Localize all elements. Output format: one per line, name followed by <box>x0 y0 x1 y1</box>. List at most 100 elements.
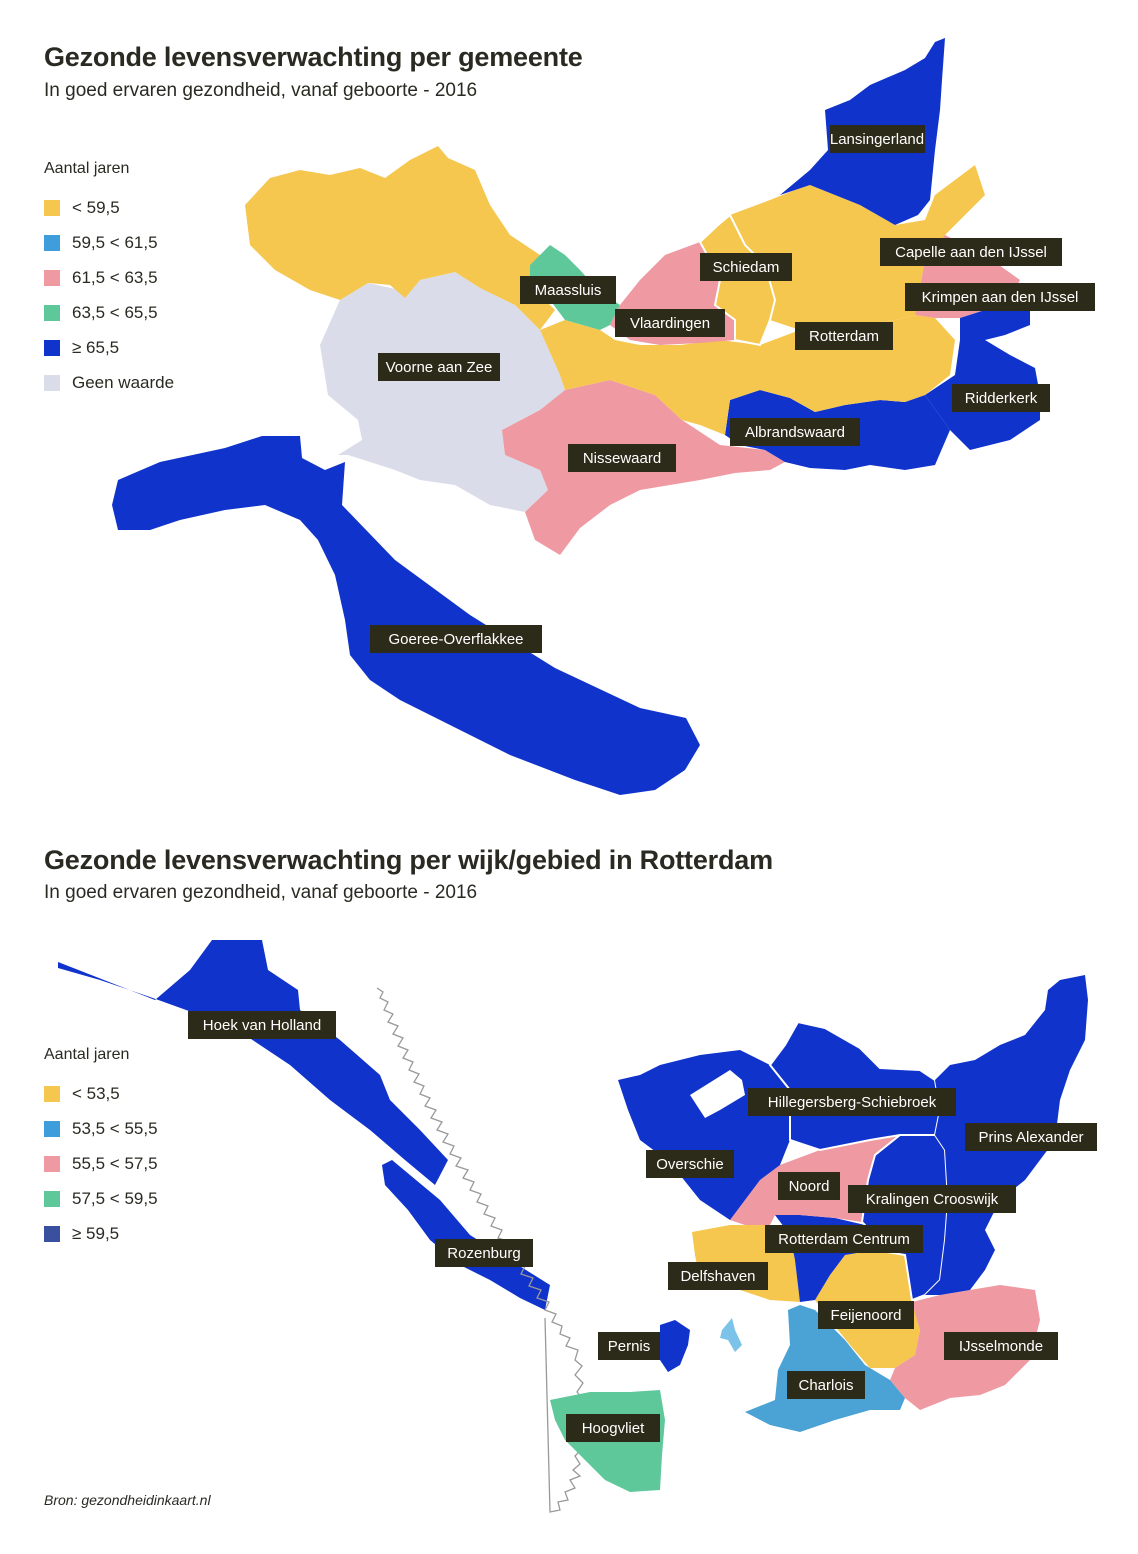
label-rotterdam-centrum: Rotterdam Centrum <box>765 1225 923 1253</box>
map1-subtitle: In goed ervaren gezondheid, vanaf geboor… <box>44 80 478 101</box>
legend-label: 57,5 < 59,5 <box>72 1188 158 1208</box>
svg-text:Capelle aan den IJssel: Capelle aan den IJssel <box>895 244 1047 261</box>
map1-legend-title: Aantal jaren <box>44 160 130 177</box>
region-overschie[interactable] <box>618 1050 790 1220</box>
svg-text:Schiedam: Schiedam <box>713 259 780 276</box>
region-rozenburg[interactable] <box>382 1160 550 1310</box>
label-noord: Noord <box>778 1172 840 1200</box>
source-note: Bron: gezondheidinkaart.nl <box>44 1492 211 1508</box>
overschie-inner <box>690 1070 745 1118</box>
region-pernis[interactable] <box>660 1320 690 1372</box>
legend-swatch <box>44 269 60 286</box>
map2-title: Gezonde levensverwachting per wijk/gebie… <box>44 845 773 875</box>
svg-text:Nissewaard: Nissewaard <box>583 450 661 467</box>
region-goeree-overflakkee[interactable] <box>112 436 700 795</box>
water-feature <box>720 1318 742 1352</box>
svg-text:Noord: Noord <box>789 1178 830 1195</box>
svg-text:Rotterdam Centrum: Rotterdam Centrum <box>778 1231 910 1248</box>
label-hoogvliet: Hoogvliet <box>566 1414 660 1442</box>
map1-title: Gezonde levensverwachting per gemeente <box>44 42 583 72</box>
legend-label: 53,5 < 55,5 <box>72 1118 158 1138</box>
svg-text:Voorne aan Zee: Voorne aan Zee <box>386 359 493 376</box>
label-prins-alexander: Prins Alexander <box>965 1123 1097 1151</box>
legend-swatch <box>44 1120 60 1137</box>
label-rozenburg: Rozenburg <box>435 1239 533 1267</box>
label-maassluis: Maassluis <box>520 276 616 304</box>
label-ijsselmonde: IJsselmonde <box>944 1332 1058 1360</box>
legend-label: 61,5 < 63,5 <box>72 267 158 287</box>
map2-legend: Aantal jaren < 53,5 53,5 < 55,5 55,5 < 5… <box>44 1046 158 1251</box>
region-charlois[interactable] <box>745 1305 905 1432</box>
label-nissewaard: Nissewaard <box>568 444 676 472</box>
svg-text:Hillegersberg-Schiebroek: Hillegersberg-Schiebroek <box>768 1094 937 1111</box>
legend-label: Geen waarde <box>72 372 175 392</box>
label-overschie: Overschie <box>646 1150 734 1178</box>
svg-text:Krimpen aan den IJssel: Krimpen aan den IJssel <box>922 289 1079 306</box>
label-goeree-overflakkee: Goeree-Overflakkee <box>370 625 542 653</box>
label-schiedam: Schiedam <box>700 253 792 281</box>
map1-legend-item: < 59,5 <box>44 190 174 225</box>
svg-text:Charlois: Charlois <box>798 1377 853 1394</box>
label-voorne-aan-zee: Voorne aan Zee <box>378 353 500 381</box>
svg-text:Hoek van Holland: Hoek van Holland <box>203 1017 321 1034</box>
svg-text:Kralingen Crooswijk: Kralingen Crooswijk <box>866 1191 999 1208</box>
legend-swatch <box>44 1190 60 1207</box>
label-capelle: Capelle aan den IJssel <box>880 238 1062 266</box>
map1-legend-item: Geen waarde <box>44 365 174 400</box>
legend-swatch <box>44 234 60 251</box>
label-lansingerland: Lansingerland <box>830 125 925 153</box>
region-voorne-aan-zee[interactable] <box>320 272 565 512</box>
label-hillegersberg-schiebroek: Hillegersberg-Schiebroek <box>748 1088 956 1116</box>
legend-swatch <box>44 1225 60 1242</box>
map1-labels: Lansingerland Schiedam Capelle aan den I… <box>370 125 1095 653</box>
label-krimpen: Krimpen aan den IJssel <box>905 283 1095 311</box>
label-ridderkerk: Ridderkerk <box>952 384 1050 412</box>
svg-text:Vlaardingen: Vlaardingen <box>630 315 710 332</box>
legend-label: ≥ 59,5 <box>72 1223 120 1243</box>
legend-swatch <box>44 374 60 391</box>
svg-text:Delfshaven: Delfshaven <box>680 1268 755 1285</box>
svg-text:Prins Alexander: Prins Alexander <box>978 1129 1083 1146</box>
legend-label: 55,5 < 57,5 <box>72 1153 158 1173</box>
region-hoek-van-holland[interactable] <box>58 940 448 1185</box>
region-westland[interactable] <box>245 146 555 330</box>
map1-legend-item: 59,5 < 61,5 <box>44 225 174 260</box>
label-rotterdam: Rotterdam <box>795 322 893 350</box>
map2-legend-item: 57,5 < 59,5 <box>44 1181 158 1216</box>
legend-label: 63,5 < 65,5 <box>72 302 158 322</box>
legend-label: ≥ 65,5 <box>72 337 120 357</box>
map1-legend-item: 63,5 < 65,5 <box>44 295 174 330</box>
label-delfshaven: Delfshaven <box>668 1262 768 1290</box>
label-vlaardingen: Vlaardingen <box>615 309 725 337</box>
label-kralingen-crooswijk: Kralingen Crooswijk <box>848 1185 1016 1213</box>
svg-text:Rotterdam: Rotterdam <box>809 328 879 345</box>
map2-legend-item: 53,5 < 55,5 <box>44 1111 158 1146</box>
svg-text:IJsselmonde: IJsselmonde <box>959 1338 1043 1355</box>
map1-legend: Aantal jaren < 59,5 59,5 < 61,5 61,5 < 6… <box>44 160 174 400</box>
svg-text:Hoogvliet: Hoogvliet <box>582 1420 645 1437</box>
legend-label: 59,5 < 61,5 <box>72 232 158 252</box>
legend-swatch <box>44 339 60 356</box>
svg-text:Goeree-Overflakkee: Goeree-Overflakkee <box>388 631 523 648</box>
svg-text:Rozenburg: Rozenburg <box>447 1245 520 1262</box>
legend-swatch <box>44 1155 60 1172</box>
legend-swatch <box>44 304 60 321</box>
label-albrandswaard: Albrandswaard <box>730 418 860 446</box>
map2-subtitle: In goed ervaren gezondheid, vanaf geboor… <box>44 882 478 903</box>
label-hoek-van-holland: Hoek van Holland <box>188 1011 336 1039</box>
svg-text:Pernis: Pernis <box>608 1338 651 1355</box>
svg-text:Lansingerland: Lansingerland <box>830 131 924 148</box>
map2-legend-item: ≥ 59,5 <box>44 1216 158 1251</box>
svg-text:Ridderkerk: Ridderkerk <box>965 390 1038 407</box>
map1-legend-item: 61,5 < 63,5 <box>44 260 174 295</box>
legend-label: < 59,5 <box>72 197 120 217</box>
label-pernis: Pernis <box>598 1332 660 1360</box>
map1-legend-item: ≥ 65,5 <box>44 330 174 365</box>
legend-swatch <box>44 199 60 216</box>
svg-text:Albrandswaard: Albrandswaard <box>745 424 845 441</box>
legend-label: < 53,5 <box>72 1083 120 1103</box>
legend-swatch <box>44 1085 60 1102</box>
svg-text:Overschie: Overschie <box>656 1156 724 1173</box>
map2-legend-title: Aantal jaren <box>44 1046 130 1063</box>
